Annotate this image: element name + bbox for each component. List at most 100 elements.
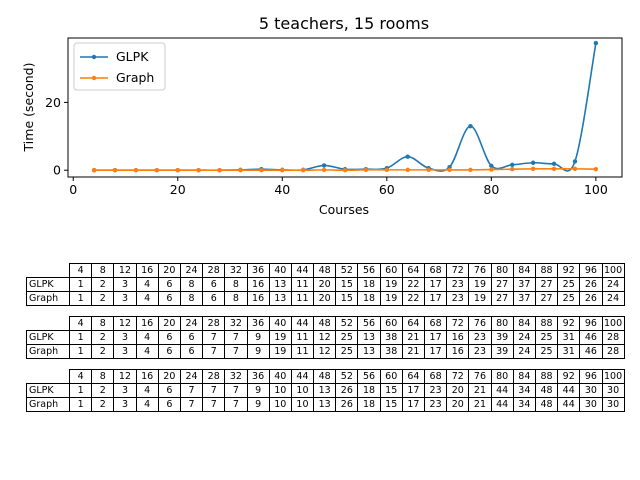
row-label: GLPK (26, 330, 70, 345)
table-cell: 17 (401, 397, 426, 412)
header-cell: 36 (246, 263, 270, 278)
table-cell: 21 (468, 383, 492, 398)
header-cell: 36 (246, 316, 270, 331)
legend: GLPK Graph (73, 42, 166, 91)
results-table-3: 4 8 12 16 20 24 28 32 36 40 44 48 52 56 60 64 68 72 76 80 84… (26, 369, 625, 412)
y-tick-label: 0 (53, 163, 61, 178)
table-cell: 7 (224, 344, 248, 359)
table-cell: 15 (335, 291, 359, 306)
table-cell: 11 (290, 344, 315, 359)
header-cell: 48 (313, 369, 337, 384)
table-cell: 2 (91, 330, 115, 345)
table-cell: 3 (113, 383, 137, 398)
table-cell: 20 (313, 277, 337, 292)
table-cell: 19 (379, 291, 403, 306)
header-cell: 32 (224, 369, 248, 384)
header-cell: 20 (157, 263, 181, 278)
table-cell: 6 (157, 330, 181, 345)
table-cell: 19 (468, 277, 492, 292)
header-cell: 52 (335, 369, 359, 384)
axes-frame (67, 37, 623, 178)
table-cell: 7 (224, 383, 248, 398)
x-tick-label: 60 (379, 182, 395, 197)
header-cell: 88 (534, 369, 559, 384)
table-cell: 3 (113, 344, 137, 359)
results-table-2: 4 8 12 16 20 24 28 32 36 40 44 48 52 56 60 64 68 72 76 80 84… (26, 316, 625, 359)
data-point-graph (154, 168, 160, 173)
header-cell: 52 (335, 263, 359, 278)
table-row-graph: Graph 1 2 3 4 6 6 7 7 9 19 11 12 25 13 38 21 17 16 23 39 24 25… (26, 344, 625, 359)
table-cell: 24 (601, 277, 625, 292)
table-cell: 20 (446, 383, 470, 398)
header-cell: 48 (313, 263, 337, 278)
table-cell: 21 (401, 344, 426, 359)
header-cell: 16 (135, 316, 159, 331)
data-point-graph (593, 167, 599, 172)
table-cell: 28 (601, 330, 625, 345)
data-point-glpk (489, 163, 494, 169)
data-point-graph (489, 167, 494, 172)
table-cell: 21 (401, 330, 426, 345)
table-cell: 22 (401, 291, 426, 306)
table-cell: 48 (534, 383, 559, 398)
data-point-glpk (593, 40, 599, 46)
table-cell: 19 (468, 291, 492, 306)
header-cell: 80 (490, 263, 514, 278)
header-cell: 60 (379, 369, 403, 384)
data-point-graph (530, 166, 536, 172)
row-label: Graph (26, 291, 70, 306)
header-cell: 96 (579, 369, 603, 384)
header-cell: 28 (202, 316, 226, 331)
y-axis-label: Time (second) (21, 63, 36, 153)
table-cell: 16 (246, 291, 270, 306)
table-cell: 1 (68, 397, 93, 412)
header-cell: 68 (423, 316, 448, 331)
header-cell: 44 (290, 316, 315, 331)
data-point-glpk (510, 162, 515, 167)
table-cell: 13 (268, 291, 292, 306)
table-cell: 6 (202, 277, 226, 292)
table-cell: 6 (179, 330, 204, 345)
table-cell: 20 (313, 291, 337, 306)
table-row-graph: Graph 1 2 3 4 6 8 6 8 16 13 11 20 15 18 19 22 17 23 19 27 37 2… (26, 291, 625, 306)
table-cell: 23 (446, 277, 470, 292)
header-cell: 72 (446, 369, 470, 384)
header-cell: 100 (601, 369, 625, 384)
data-point-graph (175, 168, 180, 173)
header-cell: 28 (202, 369, 226, 384)
header-cell: 40 (268, 316, 292, 331)
table-cell: 37 (512, 291, 536, 306)
table-cell: 38 (379, 344, 403, 359)
header-cell: 68 (423, 263, 448, 278)
header-cell: 92 (557, 263, 581, 278)
data-point-graph (133, 168, 139, 173)
table-cell: 25 (335, 344, 359, 359)
table-cell: 6 (157, 344, 181, 359)
data-point-graph (468, 167, 473, 173)
header-cell: 8 (91, 369, 115, 384)
table-cell: 13 (357, 344, 381, 359)
data-point-glpk (468, 123, 473, 129)
x-tick-label: 80 (483, 182, 499, 197)
table-cell: 18 (357, 383, 381, 398)
header-cell: 8 (91, 263, 115, 278)
table-cell: 31 (557, 330, 581, 345)
table-cell: 6 (157, 383, 181, 398)
header-cell: 20 (157, 369, 181, 384)
table-cell: 6 (179, 344, 204, 359)
header-cell: 32 (224, 263, 248, 278)
table-cell: 6 (157, 277, 181, 292)
header-cell: 80 (490, 316, 514, 331)
data-point-graph (112, 168, 118, 173)
table-cell: 19 (379, 277, 403, 292)
table-cell: 11 (290, 277, 315, 292)
header-cell: 76 (468, 316, 492, 331)
table-cell: 10 (268, 397, 292, 412)
table-cell: 4 (135, 330, 159, 345)
table-cell: 26 (579, 277, 603, 292)
table-cell: 3 (113, 277, 137, 292)
data-point-glpk (405, 154, 410, 159)
table-cell: 8 (179, 277, 204, 292)
table-header-row: 4 8 12 16 20 24 28 32 36 40 44 48 52 56 60 64 68 72 76 80 84… (27, 263, 625, 278)
data-point-graph (363, 167, 369, 173)
